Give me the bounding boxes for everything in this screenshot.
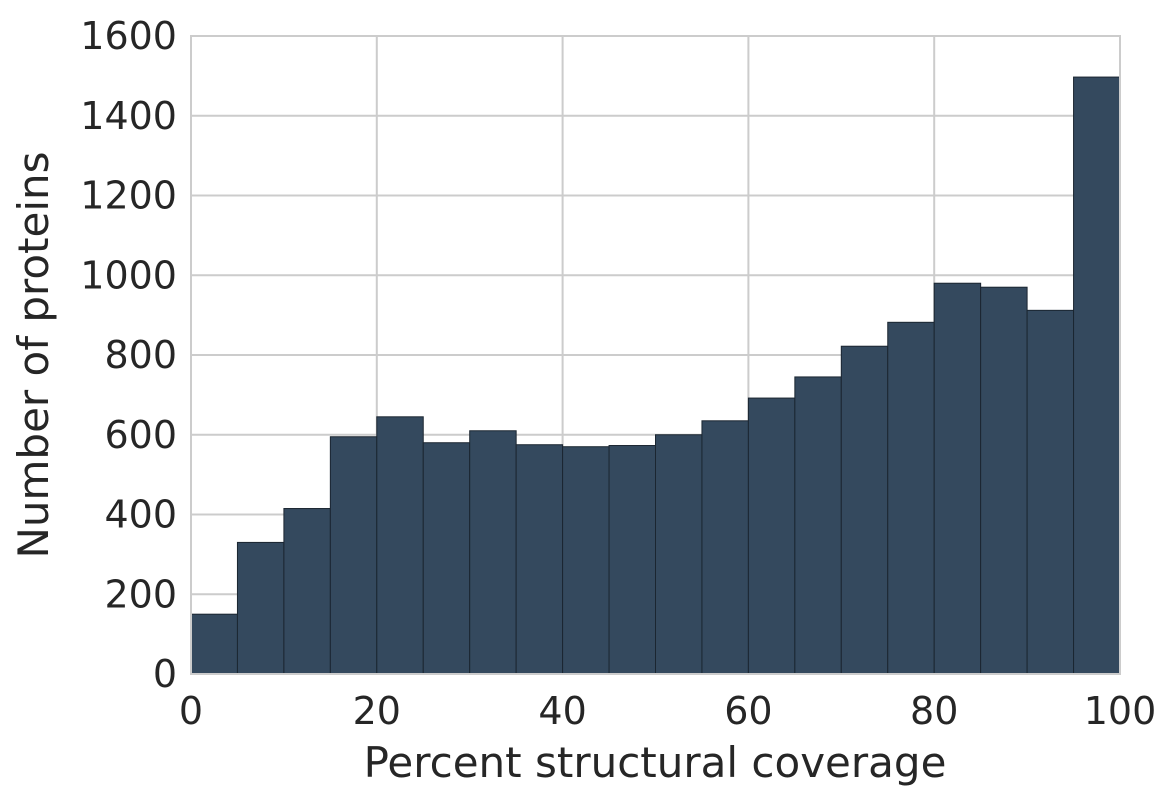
histogram-bar (1026, 309, 1075, 675)
x-tick-label: 0 (179, 689, 203, 733)
histogram-bar (655, 434, 703, 675)
y-tick-label: 800 (104, 333, 177, 377)
histogram-bar (376, 416, 424, 675)
x-tick-label: 60 (724, 689, 772, 733)
histogram-bar (422, 442, 471, 675)
y-tick-label: 1000 (80, 253, 177, 297)
x-tick-label: 20 (353, 689, 401, 733)
histogram-bar (887, 321, 935, 675)
plot-frame (190, 35, 1121, 675)
x-axis-label: Percent structural coverage (364, 738, 947, 787)
histogram-bar (469, 430, 517, 675)
y-axis-label: Number of proteins (9, 151, 58, 558)
histogram-bar (190, 613, 238, 675)
x-tick-label: 80 (910, 689, 958, 733)
histogram-bar (515, 444, 564, 675)
histogram-bar (608, 445, 656, 675)
y-tick-labels: 0 200 400 600 800 1000 1200 1400 1600 (80, 14, 177, 696)
histogram-bar (701, 420, 749, 675)
y-tick-label: 400 (104, 493, 177, 537)
y-tick-label: 600 (104, 413, 177, 457)
histogram-bar (236, 541, 285, 675)
histogram-bar (794, 376, 842, 675)
y-tick-label: 0 (153, 652, 177, 696)
histogram-bar (283, 508, 331, 675)
histogram-bar (329, 436, 378, 675)
bars (190, 76, 1121, 675)
histogram-bar (562, 446, 610, 675)
histogram-bar (933, 282, 982, 675)
histogram-bar (980, 286, 1028, 675)
y-tick-label: 1600 (80, 14, 177, 58)
y-tick-label: 1200 (80, 174, 177, 218)
histogram-bar (840, 345, 889, 675)
y-tick-label: 1400 (80, 94, 177, 138)
x-tick-label: 100 (1084, 689, 1157, 733)
histogram-bar (1073, 76, 1121, 675)
histogram-bar (747, 397, 796, 675)
x-tick-labels: 0 20 40 60 80 100 (179, 689, 1156, 733)
y-tick-label: 200 (104, 572, 177, 616)
x-tick-label: 40 (538, 689, 586, 733)
